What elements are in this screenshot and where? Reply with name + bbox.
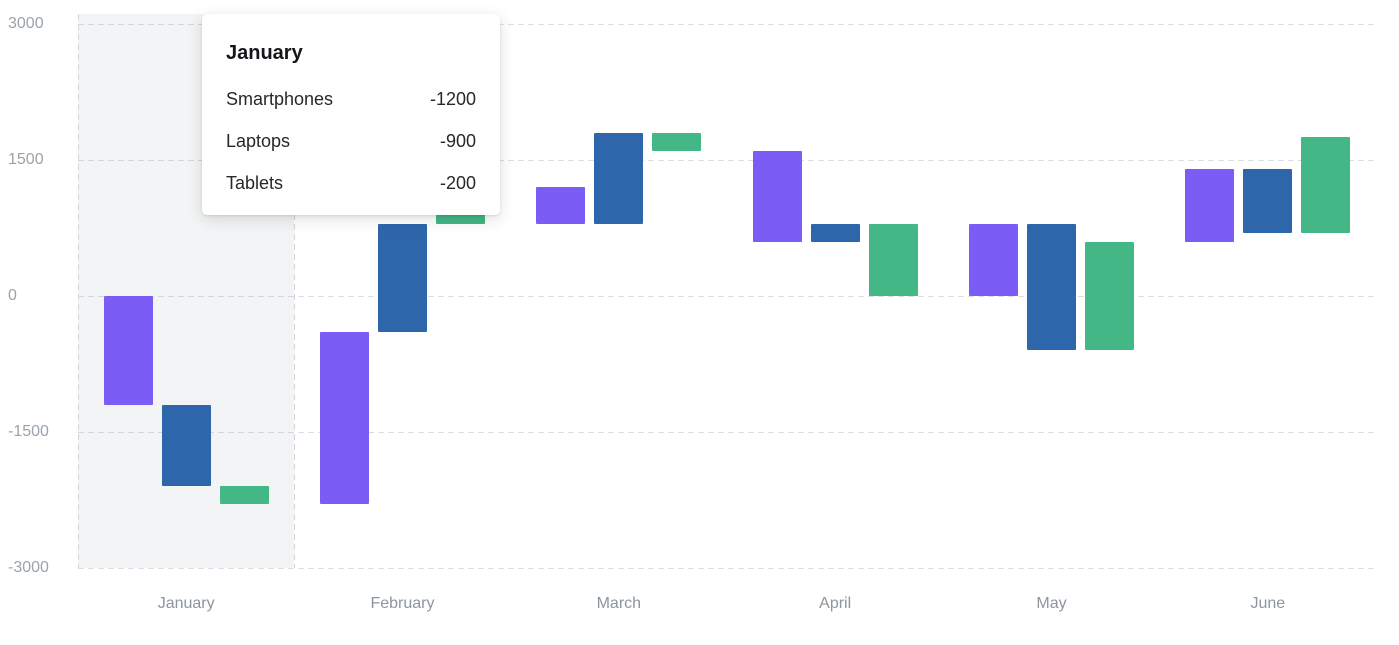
bar-march-tablets[interactable] (652, 132, 702, 152)
tooltip-row: Laptops -900 (226, 130, 476, 153)
tooltip-series-value: -200 (439, 173, 476, 193)
tooltip-series-name: Tablets (226, 173, 284, 193)
x-axis-label-may: May (1036, 595, 1067, 612)
y-axis-tick-label: -1500 (8, 422, 49, 440)
bar-april-laptops[interactable] (810, 223, 860, 242)
bar-march-laptops[interactable] (594, 132, 644, 224)
tooltip-row: Smartphones -1200 (226, 88, 476, 111)
bar-january-laptops[interactable] (161, 404, 211, 487)
gridline-horizontal (78, 296, 1376, 297)
hover-band-border (294, 14, 296, 568)
x-axis-label-march: March (596, 595, 642, 612)
bar-february-laptops[interactable] (378, 223, 427, 333)
bar-january-smartphones[interactable] (103, 296, 153, 405)
x-axis-label-june: June (1250, 595, 1286, 612)
y-axis-tick-label: 3000 (8, 15, 44, 33)
tooltip-rows: Smartphones -1200 Laptops -900 Tablets -200 (226, 88, 476, 195)
gridline-horizontal (78, 24, 1376, 26)
x-axis-label-april: April (819, 595, 852, 612)
bar-january-tablets[interactable] (219, 486, 269, 505)
gridline-horizontal (78, 160, 1376, 162)
bar-february-smartphones[interactable] (320, 332, 369, 505)
bar-april-tablets[interactable] (868, 223, 918, 296)
gridline-horizontal (78, 431, 1376, 433)
bar-may-tablets[interactable] (1085, 241, 1134, 351)
tooltip-series-name: Laptops (226, 131, 291, 151)
tooltip-title: January (226, 42, 303, 64)
tooltip-row: Tablets -200 (226, 172, 476, 195)
y-axis-tick-label: 1500 (8, 151, 44, 169)
bar-march-smartphones[interactable] (536, 187, 586, 224)
x-axis-label-february: February (370, 595, 435, 612)
tooltip-series-name: Smartphones (226, 89, 334, 109)
bar-april-smartphones[interactable] (752, 151, 802, 242)
tooltip: January Smartphones -1200 Laptops -900 Table… (202, 14, 500, 215)
gridline-horizontal (78, 567, 1376, 569)
hover-band-border (78, 14, 79, 568)
bar-may-smartphones[interactable] (969, 223, 1018, 296)
bar-june-smartphones[interactable] (1185, 169, 1235, 242)
tooltip-series-value: -1200 (429, 89, 476, 109)
bar-may-laptops[interactable] (1027, 223, 1076, 351)
tooltip-series-value: -900 (439, 131, 476, 151)
bar-february-tablets[interactable] (436, 214, 485, 224)
bar-june-laptops[interactable] (1243, 169, 1293, 233)
y-axis-tick-label: 0 (8, 287, 17, 304)
x-axis-label-january: January (157, 595, 215, 612)
bar-june-tablets[interactable] (1301, 137, 1351, 233)
y-axis-tick-label: -3000 (8, 558, 49, 576)
